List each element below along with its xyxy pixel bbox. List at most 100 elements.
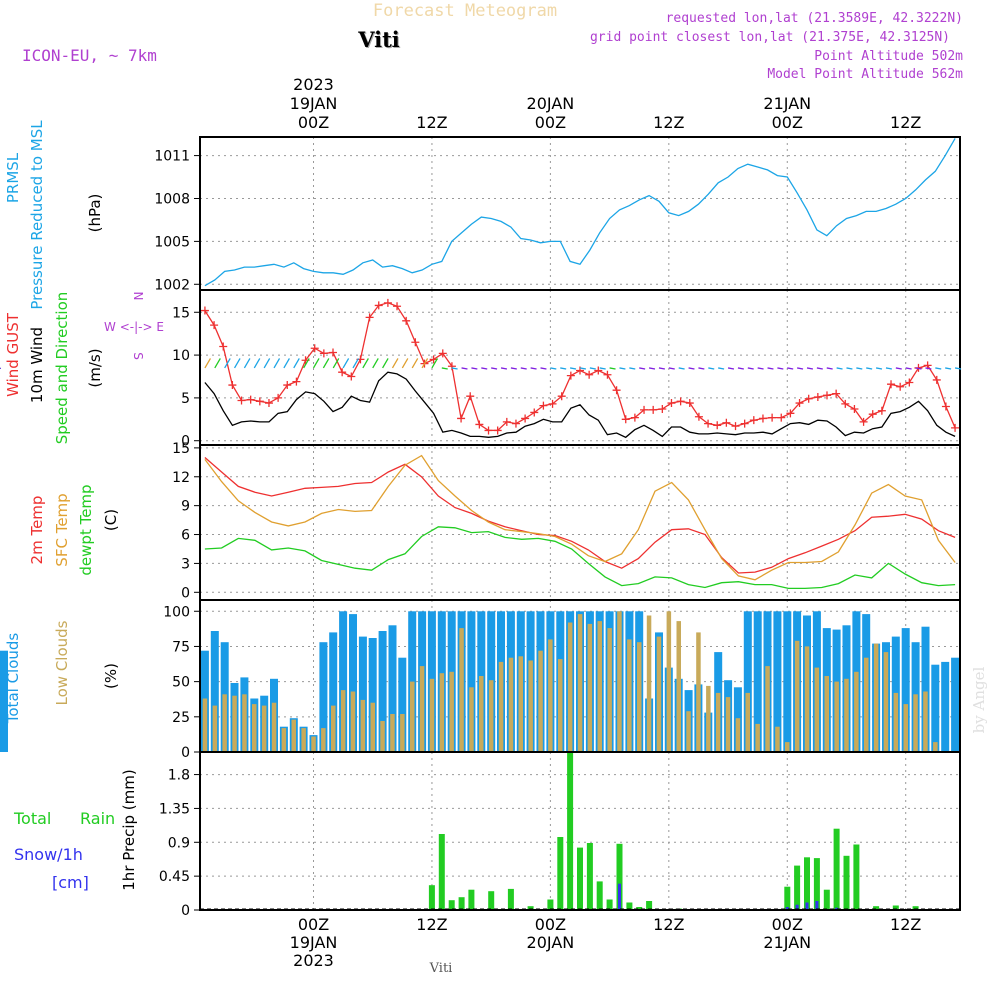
cloud-bar: [883, 652, 889, 752]
wind-direction-arrow: [214, 358, 221, 369]
cloud-bar: [370, 702, 375, 752]
panel-label: (C): [102, 509, 120, 531]
gust-marker: [329, 348, 338, 357]
cloud-bar: [951, 657, 960, 752]
cloud-bar: [508, 657, 514, 752]
cloud-bar: [913, 694, 918, 752]
cloud-bar: [735, 718, 741, 752]
gust-marker: [685, 399, 694, 408]
cloud-bar: [646, 615, 652, 752]
gust-marker: [530, 408, 539, 417]
y-tick-label: 12: [172, 470, 190, 486]
bottom-time-label: 2023: [293, 951, 334, 970]
cloud-bar: [923, 691, 928, 752]
precip-bar: [488, 891, 495, 910]
cloud-bar: [617, 611, 622, 752]
wind-direction-arrow: [787, 367, 794, 370]
gust-marker: [292, 377, 301, 386]
gust-marker: [694, 412, 703, 421]
model-altitude: Model Point Altitude 562m: [767, 67, 963, 82]
cloud-bar: [0, 650, 8, 752]
panel-label: Wind GUST: [4, 312, 22, 397]
gust-marker: [219, 342, 228, 351]
precip-bar: [527, 906, 534, 910]
temperature-panel: 0 3 6 9 12 15 2m Temp SFC Temp dewpt Temp (C): [28, 441, 961, 601]
bottom-time-label: 00Z: [772, 915, 803, 934]
gust-marker: [832, 389, 841, 398]
cloud-bar: [222, 694, 227, 752]
wind-direction-arrow: [905, 367, 912, 370]
cloud-bar: [627, 639, 632, 752]
wind-direction-arrow: [954, 367, 962, 370]
wind-direction-arrow: [599, 367, 606, 370]
wind-direction-arrow: [431, 358, 439, 369]
wind-direction-arrow: [530, 367, 537, 370]
y-tick-label: 9: [181, 499, 190, 515]
cloud-bar: [765, 666, 770, 752]
cloud-bar: [607, 628, 612, 752]
cloud-bar: [903, 704, 908, 752]
precip-legend-label: [cm]: [52, 873, 89, 892]
wind-panel: 0 5 10 15 Wind GUST 10m Wind Speed and Directi…: [4, 289, 961, 450]
panel-label: Low Clouds: [53, 620, 71, 705]
cloud-bar: [773, 611, 782, 752]
footer-station: Viti: [429, 961, 453, 976]
bottom-time-label: 20JAN: [527, 933, 575, 952]
cloud-bar: [844, 678, 849, 752]
precip-bar: [892, 905, 899, 910]
wind-direction-arrow: [451, 367, 458, 370]
gust-marker: [859, 417, 868, 426]
gust-marker: [200, 306, 209, 315]
top-time-label: 00Z: [772, 113, 803, 132]
wind-direction-arrow: [293, 358, 300, 369]
cloud-bar: [755, 723, 760, 752]
cloud-bar: [331, 705, 336, 752]
gust-marker: [338, 368, 347, 377]
gust-marker: [237, 396, 246, 405]
bottom-time-label: 12Z: [416, 915, 447, 934]
y-tick-label: 0: [181, 585, 190, 601]
cloud-bar: [388, 625, 397, 752]
cloud-bar: [804, 646, 810, 752]
wind-direction-arrow: [322, 358, 330, 369]
gust-marker: [630, 413, 639, 422]
gust-marker: [557, 392, 566, 401]
cloud-bar: [242, 694, 247, 752]
wind-direction-arrow: [678, 367, 685, 370]
wind-direction-arrow: [915, 367, 922, 370]
wind-direction-arrow: [826, 367, 833, 370]
gridpoint-coords: grid point closest lon,lat (21.375E, 42.…: [590, 30, 950, 45]
cloud-bar: [202, 698, 208, 752]
cloud-bar: [931, 664, 940, 752]
gust-marker: [255, 397, 264, 406]
wind-direction-arrow: [283, 358, 290, 369]
wind-direction-arrow: [471, 367, 478, 370]
y-tick-label: 25: [172, 710, 190, 726]
precip-legend-label: Snow/1h: [14, 845, 83, 864]
wind-direction-arrow: [629, 367, 636, 370]
cloud-bar: [676, 621, 681, 752]
wind-direction-arrow: [609, 367, 616, 370]
wind-direction-arrow: [875, 367, 883, 370]
gust-marker: [786, 409, 795, 418]
cloud-bar: [706, 685, 711, 752]
gust-marker: [228, 381, 237, 390]
precip-bar: [912, 906, 919, 910]
gust-marker: [658, 405, 667, 414]
gust-marker: [731, 422, 740, 431]
station-name: Viti: [357, 27, 400, 52]
wind-direction-arrow: [797, 367, 804, 370]
cloud-bar: [637, 642, 642, 752]
gust-marker: [365, 313, 374, 322]
cloud-bar: [212, 705, 218, 752]
cloud-bar: [775, 726, 780, 752]
bottom-time-label: 19JAN: [290, 933, 338, 952]
top-time-label: 20JAN: [527, 94, 575, 113]
cloud-bar: [567, 622, 573, 752]
cloud-bar: [498, 661, 504, 752]
gust-marker: [612, 386, 621, 395]
wind-direction-arrow: [332, 358, 340, 369]
top-time-label: 00Z: [298, 113, 329, 132]
cloud-bar: [743, 611, 752, 752]
precip-bar: [794, 865, 801, 910]
